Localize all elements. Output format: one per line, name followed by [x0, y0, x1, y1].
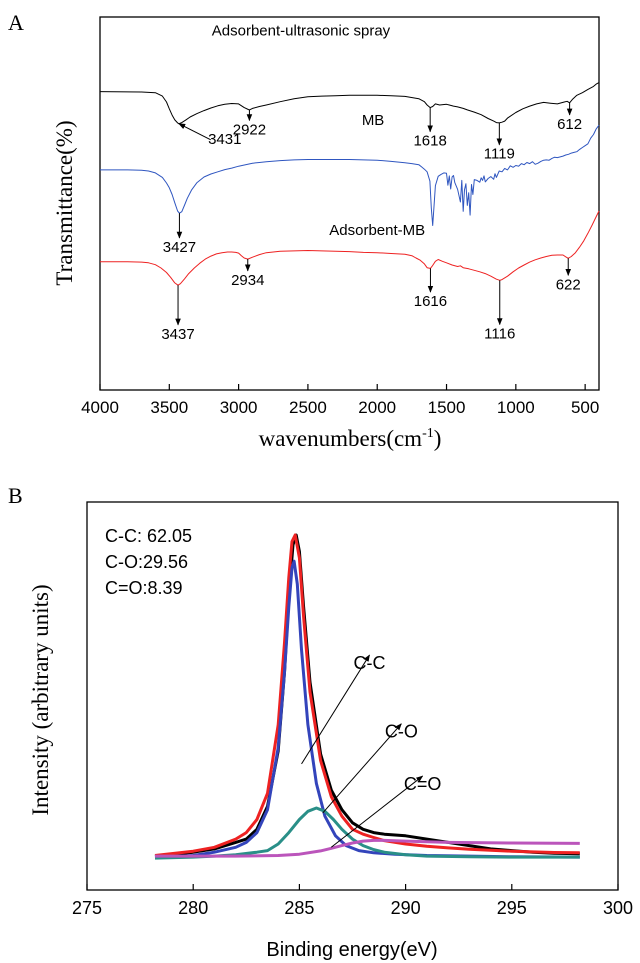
- annotation-arrow: [330, 775, 424, 848]
- x-tick-label: 2500: [289, 398, 327, 417]
- series-line-c-o: [154, 806, 580, 860]
- panel-a-y-axis-title: Transmittance(%): [52, 120, 77, 285]
- x-tick-label: 290: [391, 898, 421, 918]
- annotation-label: 3437: [161, 326, 194, 343]
- composition-c-double-o: C=O:8.39: [105, 578, 183, 598]
- annotation-label: 1618: [413, 133, 446, 150]
- composition-co: C-O:29.56: [105, 552, 188, 572]
- x-tick-label: 300: [603, 898, 633, 918]
- annotation-label: 2922: [233, 121, 266, 138]
- series-line-adsorbent-mb: [100, 210, 600, 286]
- annotation-label: C-C: [353, 653, 385, 673]
- annotation-arrow: [301, 654, 370, 765]
- x-tick-label: 295: [497, 898, 527, 918]
- panel-a-annotations: Adsorbent-ultrasonic spray MB Adsorbent-MB…: [161, 23, 582, 343]
- panel-b-series-group: [154, 533, 580, 860]
- x-tick-label: 1500: [428, 398, 466, 417]
- x-tick-label: 280: [178, 898, 208, 918]
- annotation-label: 1119: [484, 146, 515, 163]
- panel-a-series-group: [99, 82, 600, 286]
- panel-a: A 4000 3500 3000 2500 2000 1500 1000 500 Adsorb…: [8, 10, 600, 451]
- panel-a-x-axis: 4000 3500 3000 2500 2000 1500 1000 500: [81, 384, 599, 417]
- panel-b-annotations: C-C C-O C=O: [301, 653, 442, 848]
- panel-a-x-axis-title: wavenumbers(cm-1): [259, 426, 442, 451]
- x-tick-label: 4000: [81, 398, 119, 417]
- annotation-label: C-O: [385, 722, 418, 742]
- annotation-arrow: [322, 723, 402, 814]
- panel-b: B 275 280 285 290 295 300 C-C C-O C=O C-C: 62.0…: [8, 483, 633, 961]
- panel-b-y-axis-title: Intensity (arbitrary units): [28, 584, 53, 815]
- annotation-label: MB: [362, 112, 385, 129]
- x-tick-label: 3000: [220, 398, 258, 417]
- series-line-c-o: [155, 838, 580, 858]
- panel-b-composition-text: C-C: 62.05 C-O:29.56 C=O:8.39: [105, 526, 192, 598]
- annotation-label: C=O: [404, 774, 442, 794]
- panel-a-plot-frame: [99, 16, 600, 391]
- annotation-label: 622: [556, 276, 581, 293]
- composition-cc: C-C: 62.05: [105, 526, 192, 546]
- panel-b-x-axis: 275 280 285 290 295 300: [72, 884, 633, 918]
- annotation-label: Adsorbent-MB: [329, 222, 425, 239]
- annotation-label: 1616: [414, 293, 447, 310]
- annotation-label: 1116: [484, 326, 515, 343]
- series-line-c-c: [154, 559, 580, 860]
- panel-a-label: A: [8, 10, 24, 35]
- series-line-mb: [100, 124, 600, 226]
- series-line-measured: [154, 533, 580, 858]
- annotation-label: 3427: [163, 239, 196, 256]
- x-tick-label: 275: [72, 898, 102, 918]
- x-tick-label: 500: [571, 398, 599, 417]
- series-line-adsorbent-ultrasonic-spray: [99, 82, 600, 125]
- x-tick-label: 1000: [497, 398, 535, 417]
- series-line-envelope: [154, 533, 580, 857]
- annotation-arrow: [178, 123, 211, 141]
- annotation-label: Adsorbent-ultrasonic spray: [212, 23, 391, 40]
- panel-b-x-axis-title: Binding energy(eV): [266, 939, 437, 961]
- x-tick-label: 2000: [358, 398, 396, 417]
- x-tick-label: 3500: [150, 398, 188, 417]
- x-tick-label: 285: [284, 898, 314, 918]
- annotation-label: 612: [557, 116, 582, 133]
- annotation-label: 2934: [231, 272, 264, 289]
- annotation-label: 3431: [208, 131, 241, 148]
- panel-b-label: B: [8, 483, 23, 508]
- panel-b-plot-frame: [86, 501, 619, 891]
